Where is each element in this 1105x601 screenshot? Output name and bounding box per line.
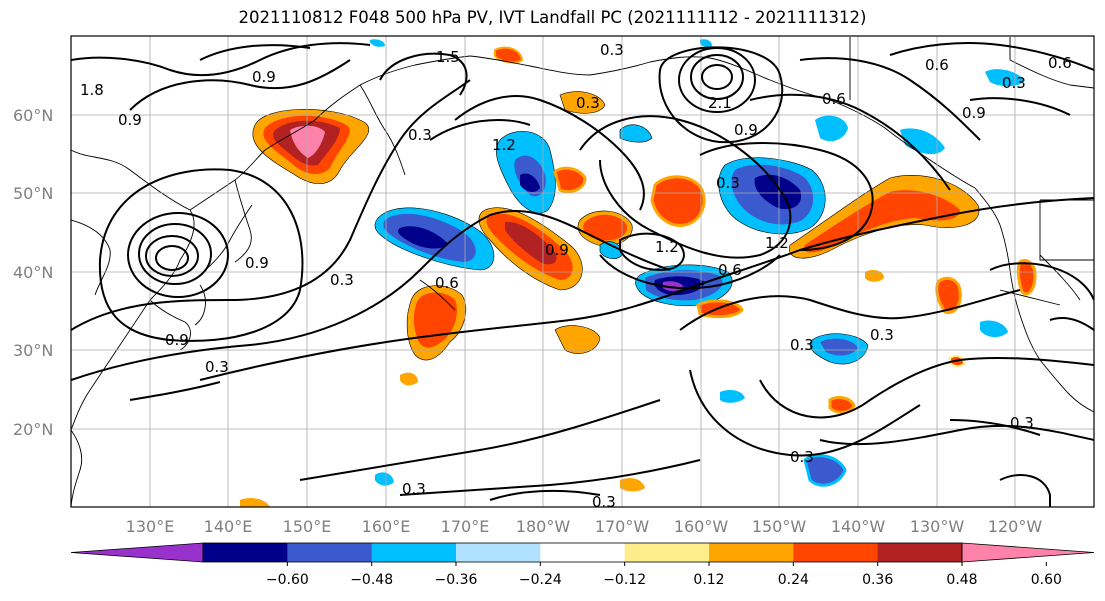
contour-label: 0.3 <box>592 493 616 511</box>
contour-labels: 0.9 0.6 0.3 1.2 1.5 1.8 2.1 0.9 0.6 0.3 … <box>80 41 1072 511</box>
contour-label: 0.9 <box>165 331 189 349</box>
contour-label: 1.5 <box>436 48 460 66</box>
contour-label: 0.6 <box>435 274 459 292</box>
contour-label: 0.3 <box>205 358 229 376</box>
colorbar-tick-label: −0.12 <box>603 572 646 588</box>
contour-label: 0.6 <box>822 90 846 108</box>
lon-label: 130°E <box>126 517 175 536</box>
contour-label: 2.1 <box>708 94 732 112</box>
colorbar-tick-label: 0.12 <box>693 572 724 588</box>
colorbar-tick-label: −0.48 <box>350 572 393 588</box>
contour-label: 0.9 <box>118 111 142 129</box>
colorbar-segment <box>456 543 541 562</box>
map-border <box>70 35 1095 508</box>
lon-label: 170°E <box>441 517 490 536</box>
lat-label: 60°N <box>13 106 53 125</box>
contour-label: 0.9 <box>245 254 269 272</box>
colorbar-segment <box>371 543 457 562</box>
contour-label: 0.9 <box>252 68 276 86</box>
contour-label: 0.6 <box>925 56 949 74</box>
colorbar-extend-max <box>961 542 1095 563</box>
contour-label: 1.2 <box>492 136 516 154</box>
contour-label: 1.2 <box>765 234 789 252</box>
contour-label: 1.8 <box>80 81 104 99</box>
latitude-labels: 60°N 50°N 40°N 30°N 20°N <box>13 106 53 439</box>
shaded-anomalies <box>240 39 1037 507</box>
contour-label: 0.3 <box>716 174 740 192</box>
contour-label: 0.3 <box>870 326 894 344</box>
contour-label: 0.3 <box>408 126 432 144</box>
colorbar-segment <box>793 543 879 562</box>
contour-label: 0.3 <box>576 94 600 112</box>
map-title: 2021110812 F048 500 hPa PV, IVT Landfall… <box>238 8 867 27</box>
colorbar-extend-min <box>70 542 204 563</box>
pv-contours <box>71 42 1094 507</box>
lat-label: 40°N <box>13 263 53 282</box>
colorbar-tick-label: 0.36 <box>862 572 893 588</box>
colorbar-segment <box>709 543 794 562</box>
colorbar: −0.60 −0.48 −0.36 −0.24 −0.12 0.12 0.24 0.36 0.4… <box>70 542 1095 588</box>
colorbar-outline <box>202 542 963 563</box>
colorbar-tick-label: 0.24 <box>778 572 809 588</box>
contour-label: 0.3 <box>402 480 426 498</box>
lon-label: 150°E <box>283 517 332 536</box>
colorbar-tick-label: 0.60 <box>1031 572 1062 588</box>
colorbar-tick-label: −0.24 <box>519 572 562 588</box>
colorbar-segment <box>540 543 626 562</box>
colorbar-segment <box>624 543 710 562</box>
contour-label: 0.3 <box>1010 414 1034 432</box>
colorbar-segment <box>203 543 288 562</box>
contour-label: 0.6 <box>718 261 742 279</box>
lon-label: 180°W <box>516 517 571 536</box>
contour-label: 0.9 <box>734 121 758 139</box>
lat-label: 30°N <box>13 341 53 360</box>
lon-label: 160°E <box>362 517 411 536</box>
contour-label: 0.3 <box>600 41 624 59</box>
colorbar-tick-label: −0.36 <box>435 572 478 588</box>
colorbar-tick-label: 0.48 <box>946 572 977 588</box>
lon-label: 130°W <box>910 517 965 536</box>
colorbar-segment <box>877 543 963 562</box>
contour-label: 0.3 <box>790 448 814 466</box>
lon-label: 140°W <box>831 517 886 536</box>
contour-label: 0.3 <box>790 336 814 354</box>
colorbar-tick-label: −0.60 <box>266 572 309 588</box>
contour-label: 0.6 <box>1048 54 1072 72</box>
gridlines <box>71 36 1094 507</box>
lat-label: 50°N <box>13 184 53 203</box>
contour-label: 0.3 <box>330 271 354 289</box>
lon-label: 170°W <box>595 517 650 536</box>
colorbar-segment <box>287 543 373 562</box>
lon-label: 160°W <box>674 517 729 536</box>
longitude-labels: 130°E 140°E 150°E 160°E 170°E 180°W 170°… <box>126 517 1043 536</box>
lat-label: 20°N <box>13 420 53 439</box>
lon-label: 120°W <box>988 517 1043 536</box>
lon-label: 150°W <box>752 517 807 536</box>
contour-label: 1.2 <box>655 238 679 256</box>
contour-label: 0.9 <box>962 104 986 122</box>
lon-label: 140°E <box>204 517 253 536</box>
contour-label: 0.3 <box>1002 74 1026 92</box>
contour-label: 0.9 <box>545 241 569 259</box>
